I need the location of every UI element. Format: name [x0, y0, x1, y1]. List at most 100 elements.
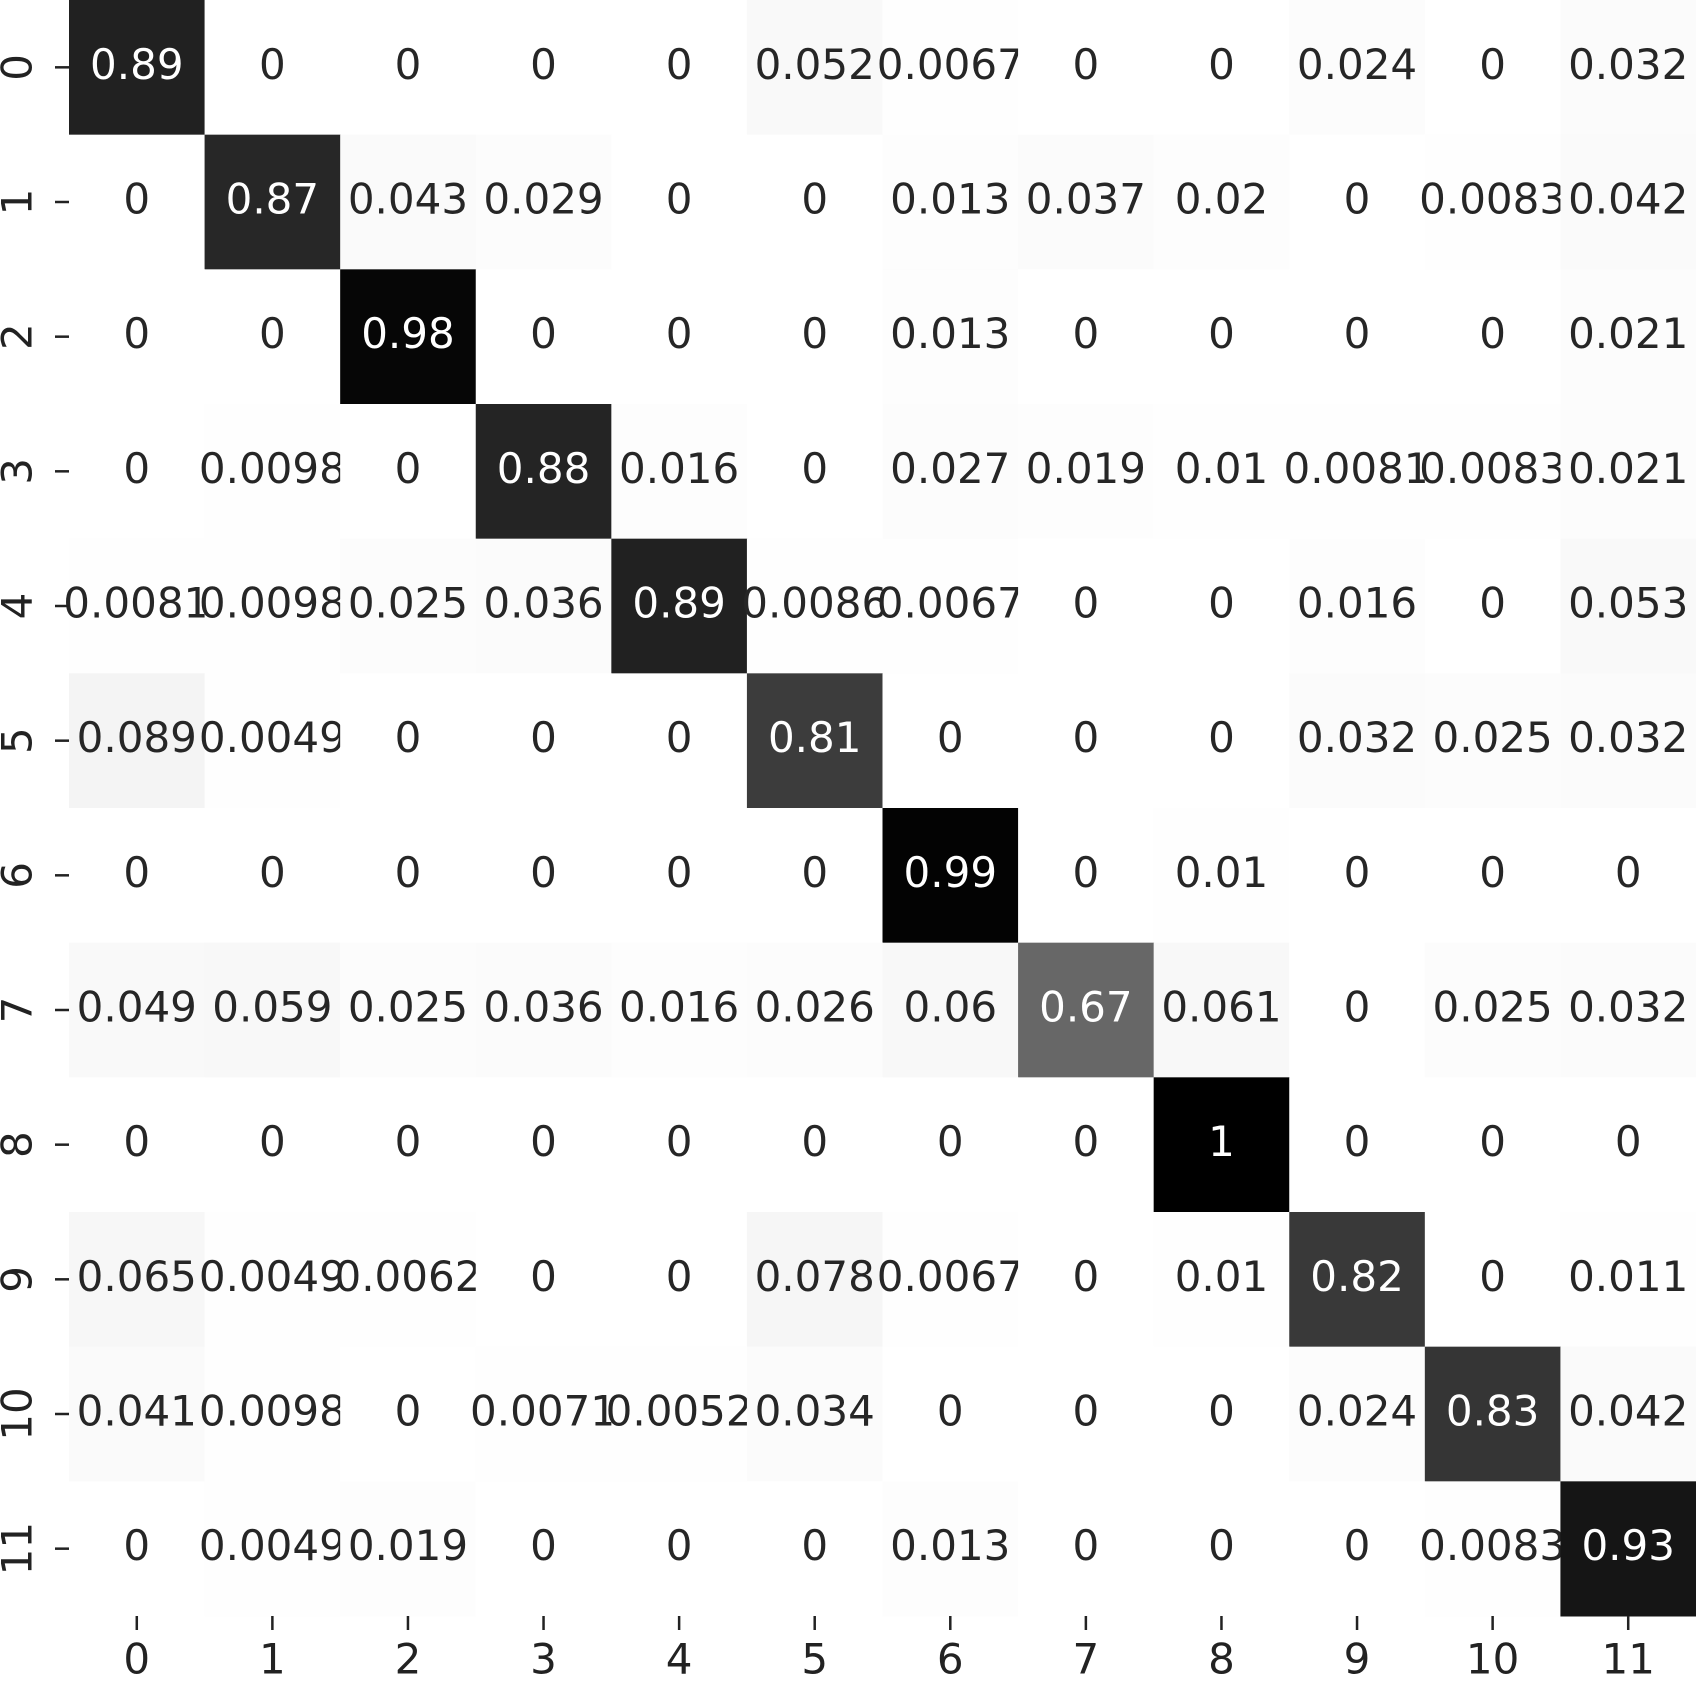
x-tick-label: 11: [1601, 1635, 1654, 1684]
cell-label: 0.99: [904, 848, 998, 897]
cell-label: 0: [801, 848, 828, 897]
heatmap-cell: [1018, 269, 1155, 405]
heatmap-cell: [475, 808, 612, 944]
heatmap-cell: [1153, 1212, 1290, 1348]
heatmap-cell: [340, 269, 477, 405]
heatmap-cell: [1018, 538, 1155, 674]
heatmap-cell: [340, 134, 477, 270]
heatmap-cell: [1560, 673, 1696, 809]
cell-label: 0: [666, 309, 693, 358]
cell-label: 0: [801, 444, 828, 493]
heatmap-cell: [69, 1077, 206, 1213]
heatmap-cell: [611, 134, 748, 270]
heatmap-cell: [746, 538, 883, 674]
cell-label: 0: [1344, 848, 1371, 897]
cell-label: 0: [937, 713, 964, 762]
heatmap-cell: [1424, 538, 1561, 674]
y-tick-label: 5: [0, 727, 42, 754]
cell-label: 0.0067: [877, 1252, 1024, 1301]
cell-label: 0.82: [1310, 1252, 1404, 1301]
cell-label: 0.041: [77, 1387, 197, 1436]
cell-label: 0.043: [348, 175, 468, 224]
heatmap-cell: [1018, 808, 1155, 944]
cell-label: 0: [1344, 983, 1371, 1032]
cell-label: 0.029: [483, 175, 603, 224]
cell-label: 0: [1479, 848, 1506, 897]
heatmap-cell: [1289, 1212, 1426, 1348]
heatmap-cell: [475, 1077, 612, 1213]
heatmap-cell: [1153, 269, 1290, 405]
heatmap-cell: [475, 0, 612, 136]
cell-label: 0: [395, 444, 422, 493]
heatmap-cell: [204, 808, 341, 944]
cell-label: 0: [1073, 40, 1100, 89]
cell-label: 0.034: [755, 1387, 875, 1436]
cell-label: 0: [395, 1387, 422, 1436]
heatmap-cell: [611, 0, 748, 136]
heatmap-cell: [746, 134, 883, 270]
heatmap-cell: [746, 1212, 883, 1348]
y-tick-label: 1: [0, 189, 42, 216]
cell-label: 0.81: [768, 713, 862, 762]
cell-label: 0.89: [632, 579, 726, 628]
cell-label: 0: [801, 175, 828, 224]
cell-label: 0: [1344, 309, 1371, 358]
cell-label: 0: [666, 1117, 693, 1166]
heatmap-cell: [1424, 269, 1561, 405]
cell-label: 0: [937, 1387, 964, 1436]
heatmap-cell: [340, 404, 477, 540]
cell-label: 0.021: [1568, 444, 1688, 493]
heatmap-cell: [882, 269, 1019, 405]
cell-label: 0: [259, 1117, 286, 1166]
cell-label: 1: [1208, 1117, 1235, 1166]
heatmap-cell: [882, 538, 1019, 674]
cell-label: 0: [1615, 848, 1642, 897]
cell-label: 0: [530, 40, 557, 89]
heatmap-cell: [1289, 1346, 1426, 1482]
cell-label: 0.0098: [199, 1387, 346, 1436]
heatmap-cell: [475, 1346, 612, 1482]
heatmap-cell: [882, 404, 1019, 540]
cell-label: 0.013: [890, 1521, 1010, 1570]
cell-label: 0: [666, 40, 693, 89]
heatmap-cell: [1153, 1346, 1290, 1482]
heatmap-cell: [882, 1481, 1019, 1617]
cell-label: 0: [123, 1117, 150, 1166]
heatmap-cell: [1560, 1212, 1696, 1348]
heatmap-cell: [475, 134, 612, 270]
cell-label: 0.019: [1026, 444, 1146, 493]
cell-label: 0.061: [1161, 983, 1281, 1032]
cell-label: 0.037: [1026, 175, 1146, 224]
heatmap-cell: [1424, 808, 1561, 944]
heatmap-cell: [204, 269, 341, 405]
heatmap-cell: [475, 673, 612, 809]
cell-label: 0: [1073, 1387, 1100, 1436]
cell-label: 0: [123, 848, 150, 897]
heatmap-cell: [1153, 538, 1290, 674]
cell-label: 0.032: [1297, 713, 1417, 762]
cell-label: 0.024: [1297, 40, 1417, 89]
x-tick-label: 8: [1208, 1635, 1235, 1684]
heatmap-cell: [746, 673, 883, 809]
heatmap-cell: [204, 1077, 341, 1213]
cell-label: 0.052: [755, 40, 875, 89]
cell-label: 0: [1073, 1521, 1100, 1570]
cell-label: 0: [1479, 40, 1506, 89]
heatmap-cell: [1560, 134, 1696, 270]
heatmap-cell: [746, 269, 883, 405]
heatmap-cell: [1153, 404, 1290, 540]
heatmap-cell: [1289, 1077, 1426, 1213]
cell-label: 0.016: [1297, 579, 1417, 628]
cell-label: 0.0086: [741, 579, 888, 628]
heatmap-cell: [1424, 0, 1561, 136]
heatmap-cell: [746, 942, 883, 1078]
heatmap-cell: [1289, 1481, 1426, 1617]
cell-label: 0.011: [1568, 1252, 1688, 1301]
cell-label: 0: [1208, 1521, 1235, 1570]
cell-label: 0.024: [1297, 1387, 1417, 1436]
heatmap-cell: [1424, 673, 1561, 809]
heatmap-cell: [1560, 942, 1696, 1078]
heatmap-cell: [69, 0, 206, 136]
cell-label: 0.0081: [63, 579, 210, 628]
cell-label: 0.025: [348, 983, 468, 1032]
